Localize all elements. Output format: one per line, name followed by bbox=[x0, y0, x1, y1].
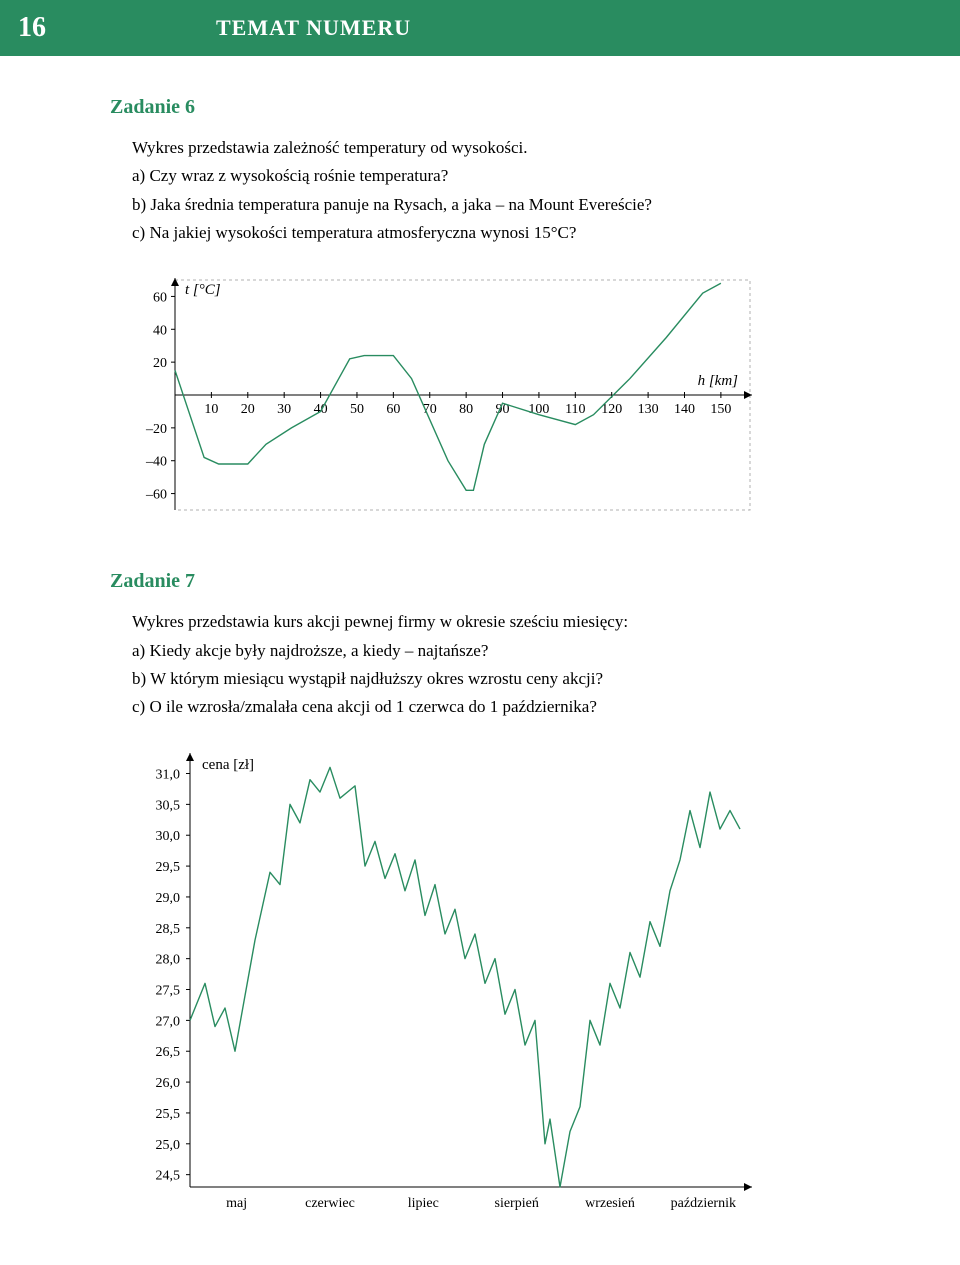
page-title: TEMAT NUMERU bbox=[216, 15, 411, 41]
svg-text:czerwiec: czerwiec bbox=[305, 1196, 355, 1211]
task7-intro: Wykres przedstawia kurs akcji pewnej fir… bbox=[132, 609, 870, 635]
svg-text:26,0: 26,0 bbox=[156, 1076, 181, 1091]
task-6: Zadanie 6 Wykres przedstawia zależność t… bbox=[110, 96, 870, 520]
task6-question-c: c) Na jakiej wysokości temperatura atmos… bbox=[132, 220, 870, 246]
page-header: 16 TEMAT NUMERU bbox=[0, 0, 960, 56]
svg-text:29,5: 29,5 bbox=[156, 860, 181, 875]
svg-text:28,0: 28,0 bbox=[156, 952, 181, 967]
task6-intro: Wykres przedstawia zależność temperatury… bbox=[132, 135, 870, 161]
task6-question-b: b) Jaka średnia temperatura panuje na Ry… bbox=[132, 192, 870, 218]
svg-text:–40: –40 bbox=[145, 455, 167, 470]
svg-text:28,5: 28,5 bbox=[156, 922, 181, 937]
page-number: 16 bbox=[0, 0, 76, 56]
svg-text:24,5: 24,5 bbox=[156, 1168, 181, 1183]
svg-text:–60: –60 bbox=[145, 488, 167, 503]
task6-description: Wykres przedstawia zależność temperatury… bbox=[110, 135, 870, 246]
svg-text:20: 20 bbox=[153, 357, 167, 372]
svg-text:maj: maj bbox=[226, 1196, 247, 1211]
svg-text:30,0: 30,0 bbox=[156, 829, 181, 844]
svg-text:10: 10 bbox=[204, 402, 218, 417]
svg-text:80: 80 bbox=[459, 402, 473, 417]
chart7-container: 31,0 30,5 30,0 29,5 29,0 28,5 28,0 27,5 27,0 26,5… bbox=[110, 745, 870, 1215]
svg-text:wrzesień: wrzesień bbox=[585, 1196, 635, 1211]
svg-text:110: 110 bbox=[565, 402, 585, 417]
svg-text:–20: –20 bbox=[145, 422, 167, 437]
page-content: Zadanie 6 Wykres przedstawia zależność t… bbox=[0, 96, 960, 1215]
task7-question-a: a) Kiedy akcje były najdroższe, a kiedy … bbox=[132, 638, 870, 664]
task7-question-c: c) O ile wzrosła/zmalała cena akcji od 1… bbox=[132, 694, 870, 720]
svg-text:60: 60 bbox=[386, 402, 400, 417]
svg-text:sierpień: sierpień bbox=[495, 1196, 539, 1211]
svg-text:29,0: 29,0 bbox=[156, 891, 181, 906]
svg-text:20: 20 bbox=[241, 402, 255, 417]
task-7: Zadanie 7 Wykres przedstawia kurs akcji … bbox=[110, 570, 870, 1214]
svg-text:h [km]: h [km] bbox=[698, 373, 739, 389]
task7-description: Wykres przedstawia kurs akcji pewnej fir… bbox=[110, 609, 870, 720]
svg-text:cena [zł]: cena [zł] bbox=[202, 757, 254, 773]
stock-price-chart: 31,0 30,5 30,0 29,5 29,0 28,5 28,0 27,5 27,0 26,5… bbox=[120, 745, 760, 1215]
task6-heading: Zadanie 6 bbox=[110, 96, 870, 119]
svg-text:60: 60 bbox=[153, 291, 167, 306]
svg-text:40: 40 bbox=[153, 324, 167, 339]
svg-text:30: 30 bbox=[277, 402, 291, 417]
svg-text:31,0: 31,0 bbox=[156, 767, 181, 782]
svg-text:25,5: 25,5 bbox=[156, 1107, 181, 1122]
svg-text:50: 50 bbox=[350, 402, 364, 417]
svg-text:25,0: 25,0 bbox=[156, 1138, 181, 1153]
svg-text:150: 150 bbox=[710, 402, 731, 417]
svg-text:26,5: 26,5 bbox=[156, 1045, 181, 1060]
task7-question-b: b) W którym miesiącu wystąpił najdłuższy… bbox=[132, 666, 870, 692]
svg-text:lipiec: lipiec bbox=[408, 1196, 439, 1211]
svg-text:27,0: 27,0 bbox=[156, 1014, 181, 1029]
svg-text:30,5: 30,5 bbox=[156, 798, 181, 813]
task6-question-a: a) Czy wraz z wysokością rośnie temperat… bbox=[132, 163, 870, 189]
svg-text:październik: październik bbox=[671, 1196, 736, 1211]
temperature-altitude-chart: 604020–20–40–601020304050607080901001101… bbox=[120, 270, 760, 520]
svg-text:t [°C]: t [°C] bbox=[185, 282, 221, 298]
svg-text:130: 130 bbox=[638, 402, 659, 417]
svg-text:27,5: 27,5 bbox=[156, 983, 181, 998]
chart6-container: 604020–20–40–601020304050607080901001101… bbox=[110, 270, 870, 520]
svg-text:140: 140 bbox=[674, 402, 695, 417]
task7-heading: Zadanie 7 bbox=[110, 570, 870, 593]
